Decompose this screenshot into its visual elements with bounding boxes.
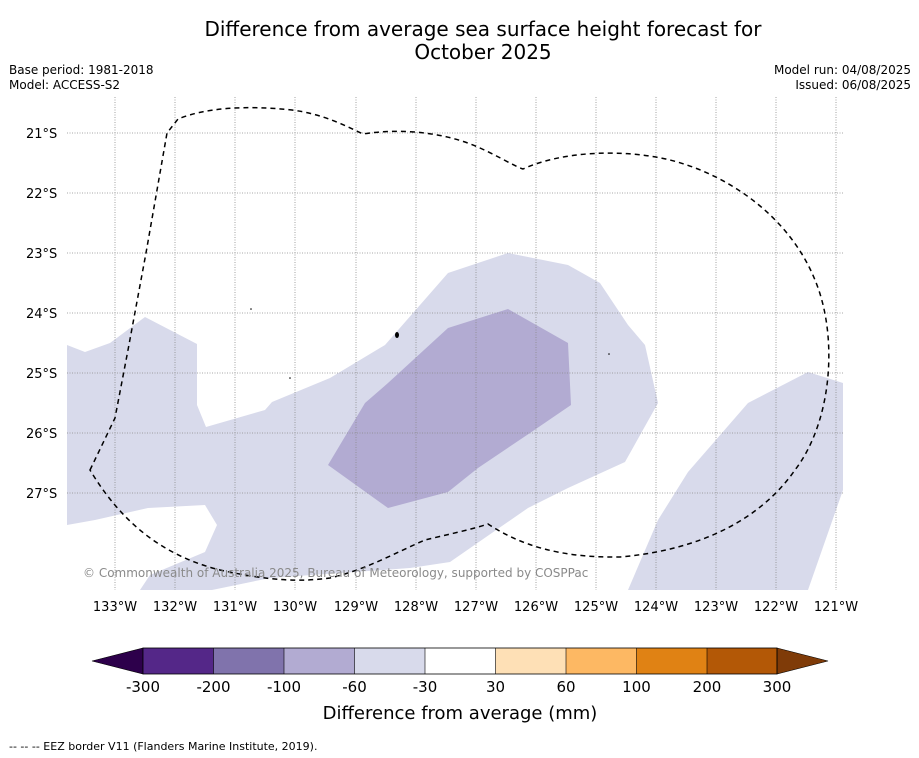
lat-label: 21°S [26,127,57,142]
base-period-label: Base period: 1981-2018 [9,63,154,77]
colorbar-swatch [284,648,355,674]
colorbar-max-extend [776,647,829,675]
colorbar-tick: 300 [763,678,792,696]
lon-label: 126°W [514,600,558,615]
colorbar: -300 -200 -100 -60 -30 30 60 100 200 300… [91,647,829,724]
colorbar-swatch [636,648,707,674]
eez-footnote: -- -- -- EEZ border V11 (Flanders Marine… [9,740,318,753]
lat-label: 26°S [26,427,57,442]
longitude-gridlines [114,97,837,590]
map-title-line1: Difference from average sea surface heig… [204,17,762,41]
lon-label: 133°W [93,600,137,615]
colorbar-swatch [354,648,425,674]
issued-label: Issued: 06/08/2025 [795,78,911,92]
colorbar-title: Difference from average (mm) [323,703,598,724]
colorbar-swatch [425,648,496,674]
island-marker [395,332,399,338]
lon-label: 123°W [694,600,738,615]
colorbar-dividers [213,648,708,674]
lat-label: 23°S [26,247,57,262]
model-info: Base period: 1981-2018 Model: ACCESS-S2 [9,63,154,93]
lat-label: 25°S [26,367,57,382]
map-title: Difference from average sea surface heig… [0,18,919,64]
lon-label: 127°W [454,600,498,615]
map-plot-area: © Commonwealth of Australia 2025, Bureau… [67,97,843,590]
lon-label: 128°W [394,600,438,615]
colorbar-tick: -300 [126,678,160,696]
lat-label: 22°S [26,187,57,202]
lon-label: 122°W [754,600,798,615]
latitude-gridlines [67,132,843,494]
latitude-labels: 21°S 22°S 23°S 24°S 25°S 26°S 27°S [26,127,57,502]
colorbar-tick: -60 [342,678,367,696]
colorbar-tick: 60 [556,678,575,696]
colorbar-tick: -30 [413,678,438,696]
colorbar-tick: 30 [486,678,505,696]
contour-region-mid [328,309,571,508]
colorbar-swatch [495,648,566,674]
colorbar-min-extend [91,647,144,675]
colorbar-tick: 200 [693,678,722,696]
map-title-line2: October 2025 [414,40,552,64]
colorbar-tick: 100 [622,678,651,696]
colorbar-tick: -200 [196,678,230,696]
island-markers [250,308,610,379]
model-label: Model: ACCESS-S2 [9,78,121,92]
eez-border [89,106,830,581]
lon-label: 129°W [334,600,378,615]
lon-label: 130°W [273,600,317,615]
lat-label: 24°S [26,307,57,322]
island-marker [608,353,610,355]
model-run-label: Model run: 04/08/2025 [773,63,911,77]
longitude-labels: 133°W 132°W 131°W 130°W 129°W 128°W 127°… [93,600,858,615]
copyright-notice: © Commonwealth of Australia 2025, Bureau… [83,566,588,580]
colorbar-swatch [143,648,214,674]
colorbar-outline [142,647,778,675]
colorbar-swatch [213,648,284,674]
lon-label: 125°W [574,600,618,615]
run-info: Model run: 04/08/2025 Issued: 06/08/2025 [774,63,911,93]
lat-label: 27°S [26,487,57,502]
lon-label: 131°W [213,600,257,615]
colorbar-swatch [707,648,777,674]
lon-label: 132°W [153,600,197,615]
island-marker [289,377,291,379]
colorbar-tick-labels: -300 -200 -100 -60 -30 30 60 100 200 300 [126,678,791,696]
contour-region-light-east [628,372,843,590]
lon-label: 124°W [634,600,678,615]
lon-label: 121°W [814,600,858,615]
island-marker [250,308,252,310]
colorbar-swatch [566,648,637,674]
colorbar-tick: -100 [267,678,301,696]
